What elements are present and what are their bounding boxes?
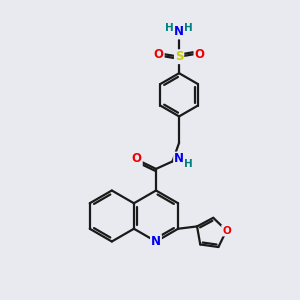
Text: O: O [222, 226, 231, 236]
Text: N: N [174, 25, 184, 38]
Text: N: N [174, 152, 184, 166]
Text: N: N [151, 235, 161, 248]
Text: H: H [184, 22, 193, 33]
Text: H: H [165, 22, 174, 33]
Text: S: S [175, 50, 183, 63]
Text: O: O [194, 48, 205, 61]
Text: O: O [154, 48, 164, 61]
Text: H: H [184, 159, 193, 170]
Text: O: O [132, 152, 142, 166]
